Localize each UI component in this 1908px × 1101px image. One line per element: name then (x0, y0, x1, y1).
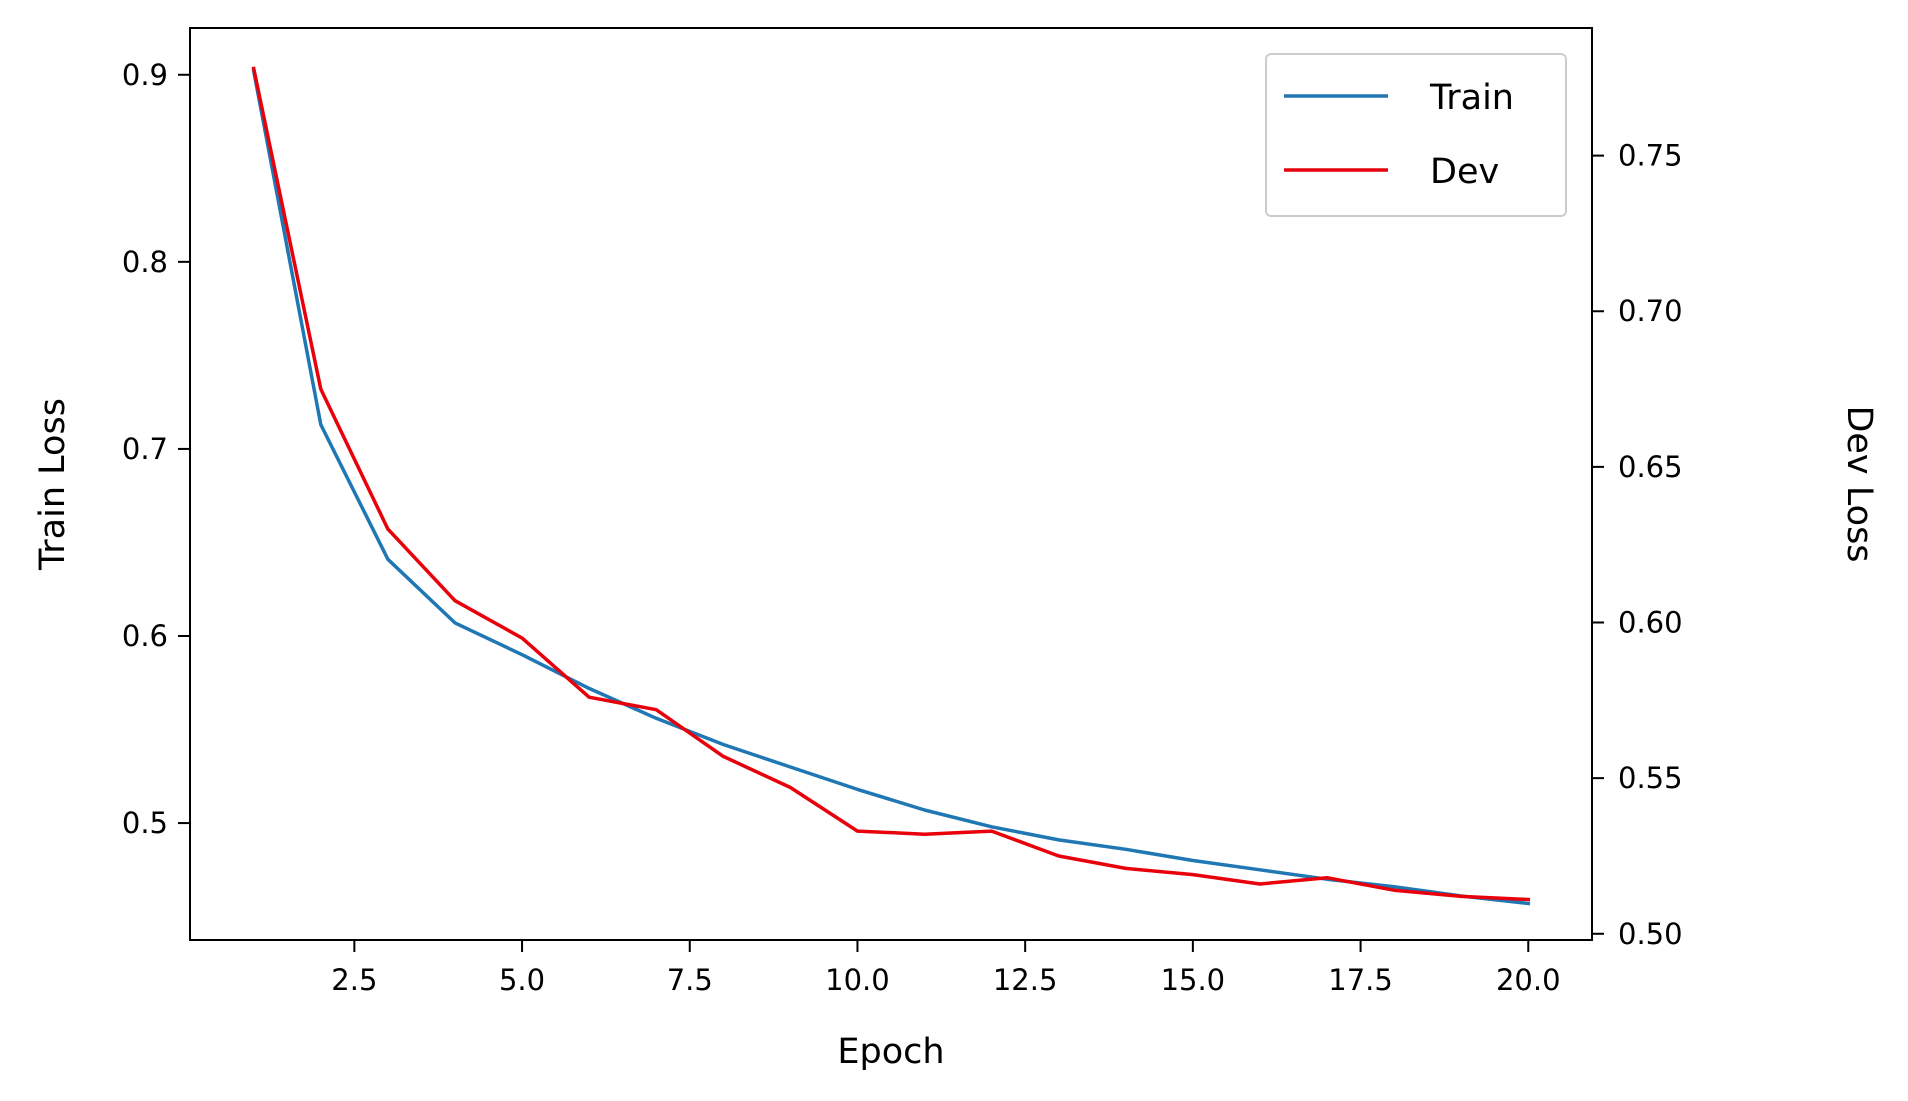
x-tick-label: 20.0 (1496, 963, 1561, 997)
x-tick-label: 17.5 (1328, 963, 1393, 997)
left-y-tick-label: 0.5 (122, 806, 168, 840)
left-y-tick-label: 0.8 (122, 245, 168, 279)
x-tick-label: 12.5 (993, 963, 1058, 997)
right-y-axis-label: Dev Loss (1839, 405, 1879, 562)
legend-label-dev: Dev (1430, 152, 1499, 192)
legend: Train Dev (1265, 53, 1567, 217)
legend-label-train: Train (1429, 78, 1514, 118)
right-y-tick-label: 0.70 (1618, 294, 1683, 328)
x-tick-label: 15.0 (1161, 963, 1226, 997)
x-axis-label: Epoch (837, 1032, 944, 1072)
right-y-tick-label: 0.65 (1618, 450, 1683, 484)
x-tick-label: 2.5 (331, 963, 377, 997)
x-tick-label: 7.5 (667, 963, 713, 997)
right-y-tick-label: 0.60 (1618, 606, 1683, 640)
series-line-dev (251, 66, 1531, 902)
legend-box (1265, 53, 1567, 217)
left-y-axis-label: Train Loss (33, 398, 73, 571)
x-tick-label: 10.0 (825, 963, 890, 997)
left-y-axis-ticks: 0.5 0.6 0.7 0.8 0.9 (122, 58, 190, 840)
series-lines (251, 66, 1531, 906)
right-y-axis-ticks: 0.50 0.55 0.60 0.65 0.70 0.75 (1592, 139, 1683, 951)
x-tick-label: 5.0 (499, 963, 545, 997)
plot-frame (189, 27, 1593, 941)
right-y-tick-label: 0.55 (1618, 761, 1683, 795)
right-y-tick-label: 0.50 (1618, 917, 1683, 951)
left-y-tick-label: 0.6 (122, 619, 168, 653)
left-y-tick-label: 0.9 (122, 58, 168, 92)
right-y-tick-label: 0.75 (1618, 139, 1683, 173)
x-axis-ticks: 2.5 5.0 7.5 10.0 12.5 15.0 17.5 20.0 (331, 940, 1561, 997)
left-y-tick-label: 0.7 (122, 432, 168, 466)
